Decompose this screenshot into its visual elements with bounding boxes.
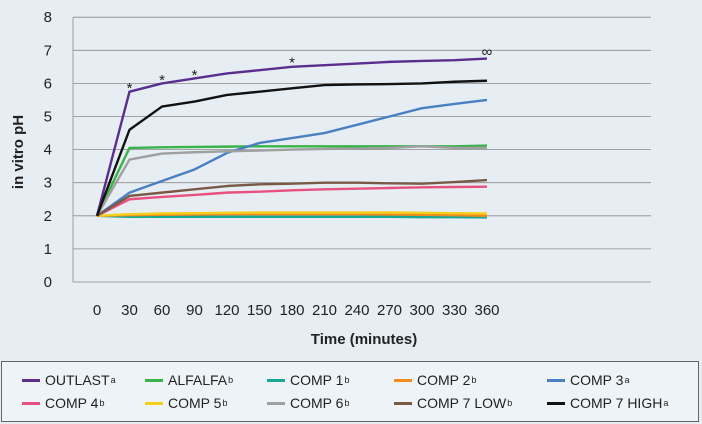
x-tick-label: 90 bbox=[186, 302, 203, 319]
legend-swatch bbox=[547, 401, 565, 405]
legend-label: ALFALFA bbox=[168, 372, 228, 388]
x-tick-label: 210 bbox=[312, 302, 337, 319]
series-line-outlast bbox=[95, 57, 488, 217]
y-tick-label: 5 bbox=[44, 109, 52, 126]
legend-item: COMP 7 LOW b bbox=[394, 393, 512, 413]
legend-item: ALFALFA b bbox=[145, 370, 233, 390]
legend-label: COMP 7 HIGH bbox=[570, 395, 663, 411]
legend-swatch bbox=[394, 401, 412, 405]
series-line-comp-5 bbox=[96, 211, 488, 217]
legend-label: COMP 4 bbox=[45, 395, 99, 411]
y-tick-label: 4 bbox=[44, 142, 52, 159]
y-tick-label: 1 bbox=[44, 241, 52, 258]
legend-label: COMP 1 bbox=[290, 372, 344, 388]
legend-swatch bbox=[267, 378, 285, 382]
legend-label: COMP 7 LOW bbox=[417, 395, 507, 411]
x-tick-label: 360 bbox=[474, 302, 499, 319]
y-tick-label: 6 bbox=[44, 75, 52, 92]
series-line-alfalfa bbox=[95, 144, 488, 217]
series-line-comp-7-high bbox=[95, 79, 488, 217]
x-tick-label: 0 bbox=[93, 302, 101, 319]
x-tick-label: 120 bbox=[214, 302, 239, 319]
legend-swatch bbox=[267, 401, 285, 405]
series-lines bbox=[95, 57, 488, 219]
legend-label: COMP 3 bbox=[570, 372, 624, 388]
legend-label: COMP 6 bbox=[290, 395, 344, 411]
series-line-comp-7-low bbox=[96, 178, 488, 217]
legend-swatch bbox=[547, 378, 565, 382]
x-tick-label: 180 bbox=[279, 302, 304, 319]
y-tick-label: 3 bbox=[44, 175, 52, 192]
x-tick-label: 270 bbox=[377, 302, 402, 319]
x-tick-label: 330 bbox=[442, 302, 467, 319]
series-line-comp-4 bbox=[96, 185, 488, 217]
legend-item: OUTLAST a bbox=[22, 370, 116, 390]
legend-swatch bbox=[22, 378, 40, 382]
series-line-comp-2 bbox=[96, 212, 488, 217]
y-tick-label: 7 bbox=[44, 42, 52, 59]
y-tick-label: 2 bbox=[44, 208, 52, 225]
legend-label: COMP 2 bbox=[417, 372, 471, 388]
annotation-mark: ∞ bbox=[482, 44, 493, 61]
x-tick-label: 30 bbox=[121, 302, 138, 319]
legend-swatch bbox=[22, 401, 40, 405]
legend-label: COMP 5 bbox=[168, 395, 222, 411]
y-tick-label: 0 bbox=[44, 274, 52, 291]
annotations: * * * * ∞ bbox=[127, 44, 493, 97]
legend-item: COMP 7 HIGH a bbox=[547, 393, 668, 413]
y-tick-label: 8 bbox=[44, 9, 52, 26]
x-tick-label: 300 bbox=[409, 302, 434, 319]
x-axis-title: Time (minutes) bbox=[311, 331, 417, 348]
annotation-mark: * bbox=[289, 55, 295, 72]
y-axis-title: in vitro pH bbox=[10, 115, 27, 189]
annotation-mark: * bbox=[127, 80, 133, 97]
legend-swatch bbox=[394, 378, 412, 382]
x-tick-label: 150 bbox=[247, 302, 272, 319]
legend-swatch bbox=[145, 378, 163, 382]
x-tick-label: 240 bbox=[344, 302, 369, 319]
annotation-mark: * bbox=[192, 67, 198, 84]
tick-labels: 0 1 2 3 4 5 6 7 8 0 30 60 90 120 150 180 210 240 270 300 330… bbox=[44, 9, 500, 319]
legend-swatch bbox=[145, 401, 163, 405]
annotation-mark: * bbox=[159, 72, 165, 89]
series-line-comp-6 bbox=[95, 145, 487, 217]
x-tick-label: 60 bbox=[154, 302, 171, 319]
legend: OUTLAST a ALFALFA b COMP 1 b COMP 2 b COMP 3 a COM… bbox=[1, 361, 699, 422]
series-line-comp-1 bbox=[96, 214, 488, 219]
legend-label: OUTLAST bbox=[45, 372, 110, 388]
series-line-comp-3 bbox=[96, 98, 488, 217]
